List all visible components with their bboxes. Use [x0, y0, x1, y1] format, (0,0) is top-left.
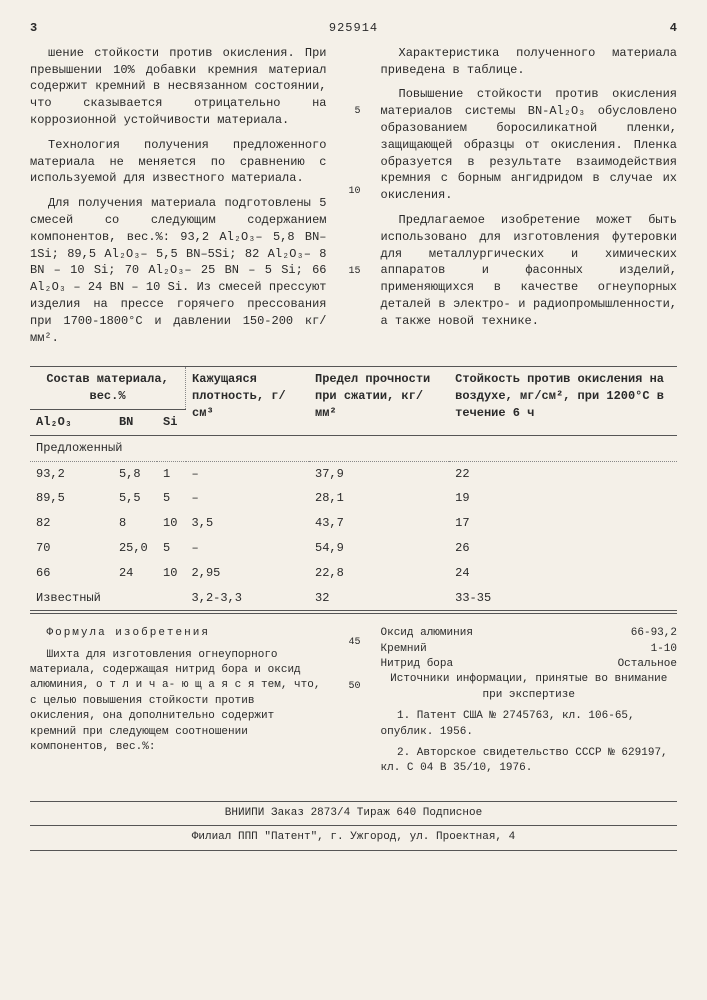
cell-d: –: [186, 461, 309, 486]
marker-45: 45: [347, 636, 361, 650]
th-oxid: Стойкость против окисления на воздухе, м…: [449, 367, 677, 435]
component-row: Кремний 1-10: [381, 642, 678, 657]
th-al: Al₂O₃: [30, 409, 113, 435]
component-row: Нитрид бора Остальное: [381, 657, 678, 672]
left-column: шение стойкости против окисления. При пр…: [30, 45, 327, 355]
cell-bn: 24: [113, 561, 157, 586]
source-1: 1. Патент США № 2745763, кл. 106-65, опу…: [381, 709, 678, 740]
cell-bn: 5,8: [113, 461, 157, 486]
section-known: Известный: [30, 586, 113, 611]
para-r1: Характеристика полученного материала при…: [381, 45, 678, 79]
table-row: 89,55,55–28,119: [30, 486, 677, 511]
main-columns: шение стойкости против окисления. При пр…: [30, 45, 677, 355]
formula-text: Шихта для изготовления огнеупорного мате…: [30, 648, 327, 756]
cell-bn: 8: [113, 511, 157, 536]
para-r3: Предлагаемое изобретение может быть испо…: [381, 212, 678, 330]
comp-val: 1-10: [651, 642, 677, 657]
table-row: 7025,05–54,926: [30, 536, 677, 561]
page-left: 3: [30, 20, 37, 37]
para-l1: шение стойкости против окисления. При пр…: [30, 45, 327, 129]
cell-si: 5: [157, 486, 186, 511]
section-proposed: Предложенный: [30, 435, 677, 461]
marker-5: 5: [347, 105, 361, 119]
cell-s: 37,9: [309, 461, 449, 486]
cell-si: 10: [157, 511, 186, 536]
marker-10: 10: [347, 185, 361, 199]
marker-50: 50: [347, 680, 361, 694]
footer-1: ВНИИПИ Заказ 2873/4 Тираж 640 Подписное: [30, 801, 677, 826]
marker-15: 15: [347, 265, 361, 279]
source-2: 2. Авторское свидетельство СССР № 629197…: [381, 746, 678, 777]
th-comp: Состав материала, вес.%: [30, 367, 186, 410]
data-table: Состав материала, вес.% Кажущаяся плотно…: [30, 366, 677, 614]
para-r2: Повышение стойкости против окисления мат…: [381, 86, 678, 204]
footer-2: Филиал ППП "Патент", г. Ужгород, ул. Про…: [30, 826, 677, 850]
known-d: 3,2-3,3: [186, 586, 309, 611]
th-density: Кажущаяся плотность, г/см³: [186, 367, 309, 435]
cell-al: 66: [30, 561, 113, 586]
page-right: 4: [670, 20, 677, 37]
table-row: 6624102,9522,824: [30, 561, 677, 586]
comp-name: Оксид алюминия: [381, 626, 473, 641]
cell-s: 43,7: [309, 511, 449, 536]
comp-val: Остальное: [618, 657, 677, 672]
cell-al: 93,2: [30, 461, 113, 486]
table-row: 828103,543,717: [30, 511, 677, 536]
th-bn: BN: [113, 409, 157, 435]
cell-si: 1: [157, 461, 186, 486]
comp-val: 66-93,2: [631, 626, 677, 641]
doc-number: 925914: [329, 20, 378, 37]
cell-d: 3,5: [186, 511, 309, 536]
cell-d: –: [186, 486, 309, 511]
cell-s: 28,1: [309, 486, 449, 511]
cell-d: 2,95: [186, 561, 309, 586]
sources-title: Источники информации, принятые во вниман…: [381, 672, 678, 703]
comp-name: Нитрид бора: [381, 657, 454, 672]
cell-s: 22,8: [309, 561, 449, 586]
cell-s: 54,9: [309, 536, 449, 561]
comp-name: Кремний: [381, 642, 427, 657]
formula-title: Формула изобретения: [30, 626, 327, 641]
known-s: 32: [309, 586, 449, 611]
para-l3: Для получения материала подготовлены 5 с…: [30, 195, 327, 346]
table-row: 93,25,81–37,922: [30, 461, 677, 486]
para-l2: Технология получения предложенного матер…: [30, 137, 327, 187]
cell-o: 26: [449, 536, 677, 561]
cell-si: 5: [157, 536, 186, 561]
cell-bn: 5,5: [113, 486, 157, 511]
known-o: 33-35: [449, 586, 677, 611]
line-markers: 5 10 15: [347, 45, 361, 355]
th-si: Si: [157, 409, 186, 435]
right-column: Характеристика полученного материала при…: [381, 45, 678, 355]
cell-d: –: [186, 536, 309, 561]
formula-section: Формула изобретения Шихта для изготовлен…: [30, 626, 677, 783]
cell-si: 10: [157, 561, 186, 586]
component-list: Оксид алюминия66-93,2Кремний1-10Нитрид б…: [381, 626, 678, 672]
cell-o: 19: [449, 486, 677, 511]
component-row: Оксид алюминия 66-93,2: [381, 626, 678, 641]
cell-al: 82: [30, 511, 113, 536]
cell-bn: 25,0: [113, 536, 157, 561]
cell-o: 24: [449, 561, 677, 586]
cell-o: 22: [449, 461, 677, 486]
th-strength: Предел прочности при сжатии, кг/мм²: [309, 367, 449, 435]
page-header: 3 925914 4: [30, 20, 677, 37]
cell-al: 70: [30, 536, 113, 561]
cell-o: 17: [449, 511, 677, 536]
cell-al: 89,5: [30, 486, 113, 511]
